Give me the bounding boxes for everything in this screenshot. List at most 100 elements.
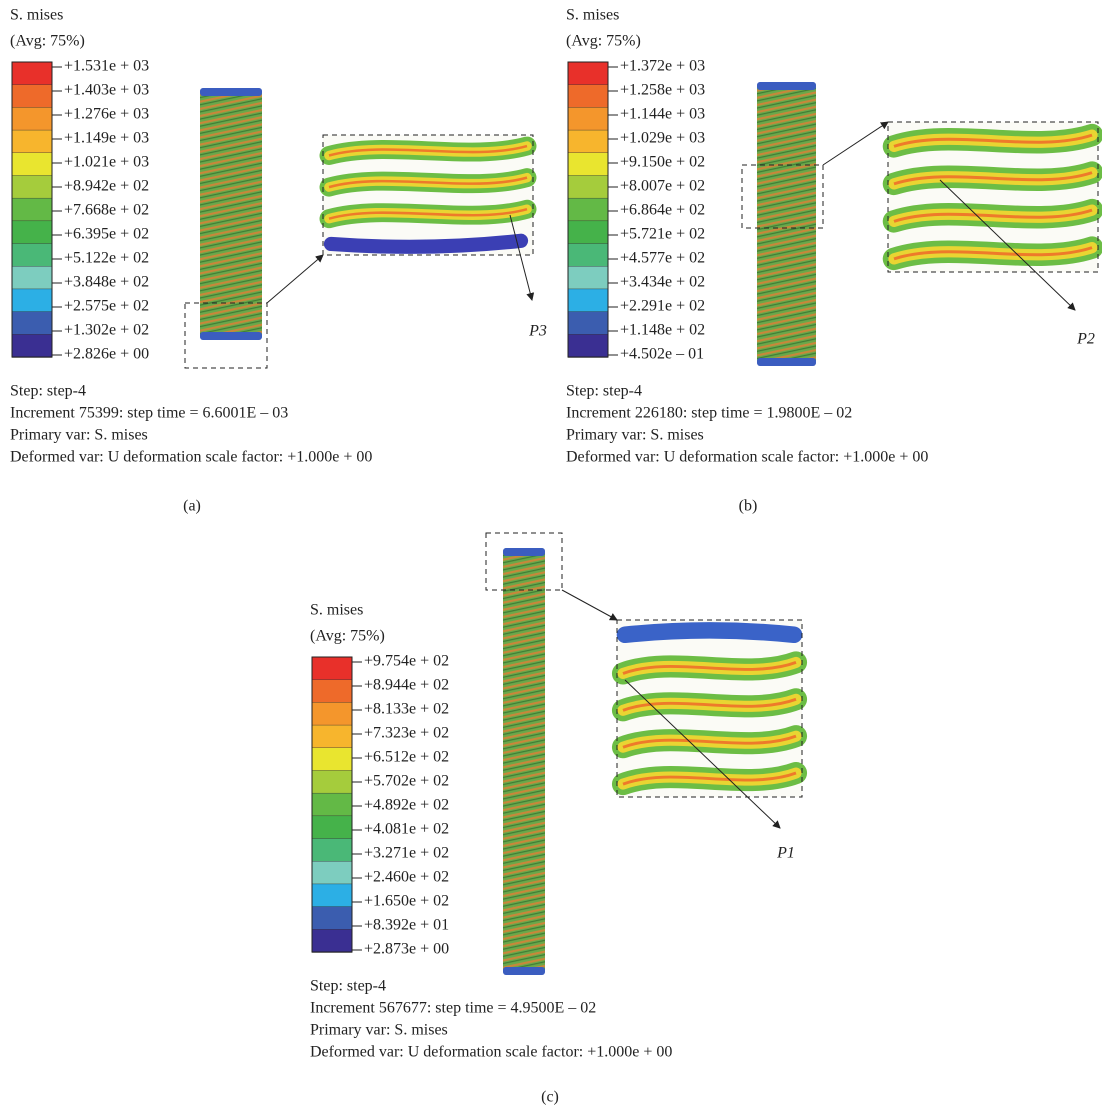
colorbar-swatch	[12, 221, 52, 244]
colorbar-label: +9.754e + 02	[364, 653, 449, 670]
spring	[757, 82, 816, 366]
step-info: Increment 226180: step time = 1.9800E – …	[566, 405, 852, 422]
colorbar-swatch	[312, 929, 352, 952]
spring-end	[200, 88, 262, 96]
spring	[503, 548, 545, 975]
legend-title: S. mises	[310, 602, 363, 619]
page: S. mises (Avg: 75%) +1.531e + 03 +1.403e + …	[0, 0, 1102, 1111]
colorbar-label: +3.848e + 02	[64, 274, 149, 291]
colorbar-label: +6.864e + 02	[620, 202, 705, 219]
colorbar-swatch	[12, 153, 52, 176]
colorbar-label: +4.577e + 02	[620, 250, 705, 267]
colorbar-label: +5.122e + 02	[64, 250, 149, 267]
colorbar-label: +1.021e + 03	[64, 154, 149, 171]
colorbar-swatch	[12, 266, 52, 289]
colorbar-swatch	[12, 62, 52, 85]
spring	[200, 88, 262, 340]
legend-averaging: (Avg: 75%)	[10, 33, 85, 50]
colorbar-label: +3.271e + 02	[364, 845, 449, 862]
step-info: Increment 75399: step time = 6.6001E – 0…	[10, 405, 288, 422]
colorbar-swatch	[568, 244, 608, 267]
colorbar-swatch	[568, 175, 608, 198]
colorbar-swatch	[568, 130, 608, 153]
colorbar-label: +4.502e – 01	[620, 346, 704, 363]
step-info: Deformed var: U deformation scale factor…	[310, 1044, 672, 1061]
colorbar-swatch	[12, 312, 52, 335]
colorbar-label: +8.133e + 02	[364, 701, 449, 718]
step-info: Deformed var: U deformation scale factor…	[10, 449, 372, 466]
panel-caption: (c)	[541, 1089, 559, 1106]
colorbar-label: +7.668e + 02	[64, 202, 149, 219]
colorbar-swatch	[568, 62, 608, 85]
legend-title: S. mises	[566, 7, 619, 24]
step-info: Step: step-4	[566, 383, 642, 400]
colorbar-swatch	[312, 725, 352, 748]
colorbar-label: +8.392e + 01	[364, 917, 449, 934]
colorbar-swatch	[312, 770, 352, 793]
coil-end	[331, 241, 521, 247]
colorbar-label: +1.531e + 03	[64, 58, 149, 75]
step-info: Deformed var: U deformation scale factor…	[566, 449, 928, 466]
step-info: Primary var: S. mises	[10, 427, 148, 444]
colorbar-swatch	[12, 107, 52, 130]
colorbar-label: +2.291e + 02	[620, 298, 705, 315]
colorbar-label: +2.460e + 02	[364, 869, 449, 886]
zoom-arrow	[823, 122, 888, 165]
colorbar-label: +4.892e + 02	[364, 797, 449, 814]
spring-end	[200, 332, 262, 340]
colorbar-label: +1.650e + 02	[364, 893, 449, 910]
colorbar-label: +6.395e + 02	[64, 226, 149, 243]
colorbar-swatch	[12, 334, 52, 357]
step-info: Step: step-4	[10, 383, 86, 400]
colorbar-swatch	[312, 861, 352, 884]
colorbar-swatch	[12, 175, 52, 198]
spring-end	[757, 358, 816, 366]
colorbar-label: +5.702e + 02	[364, 773, 449, 790]
colorbar-label: +5.721e + 02	[620, 226, 705, 243]
colorbar-swatch	[12, 198, 52, 221]
colorbar-label: +6.512e + 02	[364, 749, 449, 766]
panel-caption: (a)	[183, 498, 201, 515]
colorbar-label: +7.323e + 02	[364, 725, 449, 742]
colorbar-label: +8.944e + 02	[364, 677, 449, 694]
spring-end	[503, 967, 545, 975]
colorbar-label: +8.007e + 02	[620, 178, 705, 195]
colorbar-swatch	[12, 130, 52, 153]
colorbar-label: +1.258e + 03	[620, 82, 705, 99]
colorbar-label: +2.826e + 00	[64, 346, 149, 363]
colorbar-label: +1.029e + 03	[620, 130, 705, 147]
colorbar-swatch	[568, 312, 608, 335]
point-label: P1	[776, 845, 795, 862]
colorbar-swatch	[568, 221, 608, 244]
colorbar-label: +2.873e + 00	[364, 941, 449, 958]
colorbar-label: +3.434e + 02	[620, 274, 705, 291]
colorbar-swatch	[312, 748, 352, 771]
colorbar-swatch	[312, 907, 352, 930]
step-info: Step: step-4	[310, 978, 386, 995]
colorbar-swatch	[568, 85, 608, 108]
legend-averaging: (Avg: 75%)	[310, 628, 385, 645]
colorbar-swatch	[12, 244, 52, 267]
colorbar-label: +8.942e + 02	[64, 178, 149, 195]
step-info: Increment 567677: step time = 4.9500E – …	[310, 1000, 596, 1017]
colorbar-swatch	[12, 289, 52, 312]
colorbar-swatch	[568, 198, 608, 221]
colorbar-swatch	[312, 884, 352, 907]
zoom-arrow	[267, 255, 323, 303]
colorbar-swatch	[312, 657, 352, 680]
colorbar-swatch	[312, 680, 352, 703]
legend-title: S. mises	[10, 7, 63, 24]
colorbar-swatch	[568, 289, 608, 312]
colorbar-label: +1.403e + 03	[64, 82, 149, 99]
colorbar-swatch	[312, 839, 352, 862]
step-info: Primary var: S. mises	[566, 427, 704, 444]
figure: S. mises (Avg: 75%) +1.531e + 03 +1.403e + …	[0, 0, 1102, 1111]
coil-end	[625, 630, 794, 634]
colorbar-label: +1.276e + 03	[64, 106, 149, 123]
panel-caption: (b)	[739, 498, 758, 515]
colorbar-label: +1.144e + 03	[620, 106, 705, 123]
colorbar-swatch	[312, 702, 352, 725]
colorbar-label: +1.302e + 02	[64, 322, 149, 339]
colorbar-label: +1.148e + 02	[620, 322, 705, 339]
colorbar-swatch	[312, 793, 352, 816]
